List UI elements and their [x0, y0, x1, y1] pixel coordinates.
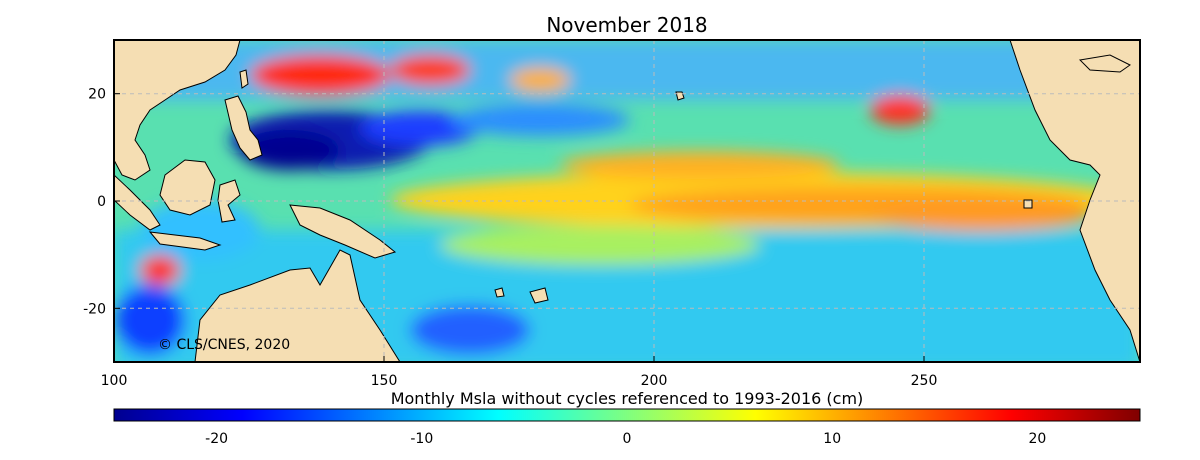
- colorbar-tick-label: -20: [205, 431, 228, 447]
- sea-level-anomaly-field: [114, 40, 1140, 362]
- y-tick-label: -20: [83, 301, 106, 317]
- y-tick-label: 0: [97, 194, 106, 210]
- y-axis: 20 0 -20: [83, 87, 120, 317]
- x-tick-label: 150: [371, 373, 398, 389]
- colorbar-title: Monthly Msla without cycles referenced t…: [390, 389, 864, 408]
- map-title: November 2018: [546, 13, 708, 37]
- colorbar-tick-label: 0: [623, 431, 632, 447]
- colorbar-tick-label: 20: [1028, 431, 1046, 447]
- colorbar: [113, 408, 1141, 422]
- colorbar-tick-label: -10: [410, 431, 433, 447]
- x-tick-label: 200: [641, 373, 668, 389]
- colorbar-ticks: -20 -10 0 10 20: [205, 431, 1046, 447]
- x-tick-label: 250: [911, 373, 938, 389]
- copyright-label: © CLS/CNES, 2020: [158, 337, 291, 353]
- y-tick-label: 20: [88, 87, 106, 103]
- x-tick-label: 100: [101, 373, 128, 389]
- x-axis: 100 150 200 250: [101, 356, 938, 389]
- graticule: [114, 40, 1140, 362]
- colorbar-tick-label: 10: [823, 431, 841, 447]
